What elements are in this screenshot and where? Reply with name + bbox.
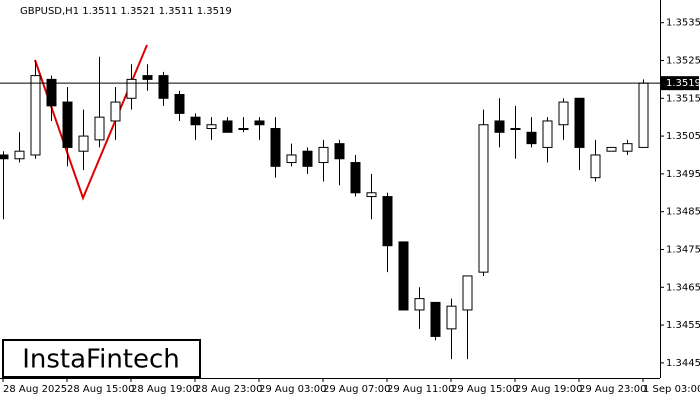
y-tick-label: 1.3445 [666,358,700,369]
candle-body [158,75,169,99]
candle-body [638,82,649,148]
logo-box [2,339,201,378]
candle-body [590,154,601,179]
candle-body [110,101,121,122]
candle-body [78,135,89,152]
x-tick-label: 29 Aug 15:00 [451,384,518,395]
candle-body [558,101,569,126]
candle-body [398,241,409,311]
y-tick-label: 1.3505 [666,131,700,142]
y-tick-label: 1.3485 [666,207,700,218]
candle-body [446,305,457,330]
x-tick-label: 29 Aug 07:00 [323,384,390,395]
x-tick-label: 29 Aug 23:00 [579,384,646,395]
candle-body [606,146,617,152]
candle-body [478,124,489,273]
candle-body [366,192,377,198]
x-tick-label: 29 Aug 03:00 [259,384,326,395]
logo: InstaFintech [22,345,180,375]
y-tick-label: 1.3525 [666,55,700,66]
candle-body [14,150,25,160]
candle-body [0,154,9,160]
last-price-box [661,76,699,91]
candle-body [222,120,233,133]
x-tick-label: 1 Sep 03:00 [643,384,700,395]
candle-body [46,78,57,107]
candle-body [622,143,633,152]
y-tick-label: 1.3495 [666,169,700,180]
candle-body [542,120,553,148]
x-tick-label: 29 Aug 11:00 [387,384,454,395]
candle-body [190,116,201,126]
candle-body [414,298,425,311]
candle-body [350,162,361,194]
chart-title: GBPUSD,H1 1.3511 1.3521 1.3511 1.3519 [20,6,232,17]
candle-body [382,196,393,247]
x-tick-label: 28 Aug 23:00 [195,384,262,395]
candle-body [302,150,313,167]
candle-body [174,94,185,114]
candle-body [318,146,329,164]
y-tick-label: 1.3515 [666,93,700,104]
candle-body [334,143,345,160]
candle-body [206,124,217,130]
y-tick-label: 1.3465 [666,282,700,293]
y-tick-label: 1.3475 [666,244,700,255]
x-tick-label: 28 Aug 19:00 [131,384,198,395]
x-tick-label: 28 Aug 15:00 [67,384,134,395]
candle-body [238,128,249,131]
candle-body [142,75,153,80]
last-price-label: 1.3519 [666,78,700,89]
y-tick-label: 1.3535 [666,18,700,29]
candle-body [430,301,441,337]
y-tick-label: 1.3455 [666,320,700,331]
candle-body [270,128,281,167]
x-tick-label: 29 Aug 19:00 [515,384,582,395]
candle-body [30,75,41,156]
candle-body [62,101,73,148]
candle-body [510,128,521,131]
candle-body [526,131,537,145]
candle-body [462,275,473,311]
candle-body [494,120,505,133]
candles [0,56,649,360]
candle-body [286,154,297,164]
candle-body [254,120,265,126]
x-tick-label: 28 Aug 2025 [3,384,67,395]
candle-body [126,78,137,99]
candle-body [574,97,585,148]
candle-body [94,116,105,141]
